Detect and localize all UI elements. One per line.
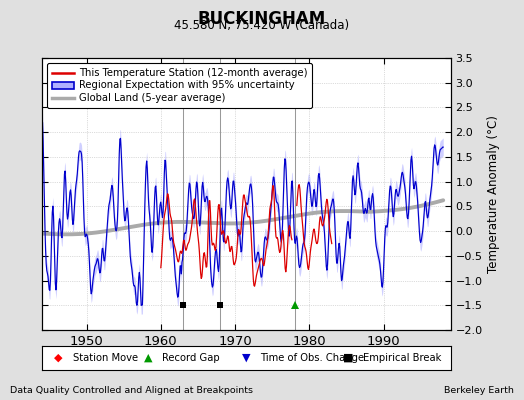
Text: Empirical Break: Empirical Break: [363, 353, 441, 363]
Text: BUCKINGHAM: BUCKINGHAM: [198, 10, 326, 28]
Text: ■: ■: [343, 353, 354, 363]
Text: Time of Obs. Change: Time of Obs. Change: [260, 353, 365, 363]
Text: 45.580 N, 75.420 W (Canada): 45.580 N, 75.420 W (Canada): [174, 19, 350, 32]
Text: ◆: ◆: [54, 353, 62, 363]
Text: Data Quality Controlled and Aligned at Breakpoints: Data Quality Controlled and Aligned at B…: [10, 386, 254, 395]
Y-axis label: Temperature Anomaly (°C): Temperature Anomaly (°C): [487, 115, 500, 273]
Text: Berkeley Earth: Berkeley Earth: [444, 386, 514, 395]
Text: Record Gap: Record Gap: [162, 353, 220, 363]
Text: ▲: ▲: [144, 353, 152, 363]
Legend: This Temperature Station (12-month average), Regional Expectation with 95% uncer: This Temperature Station (12-month avera…: [47, 63, 312, 108]
Text: Station Move: Station Move: [72, 353, 138, 363]
Text: ▼: ▼: [242, 353, 250, 363]
